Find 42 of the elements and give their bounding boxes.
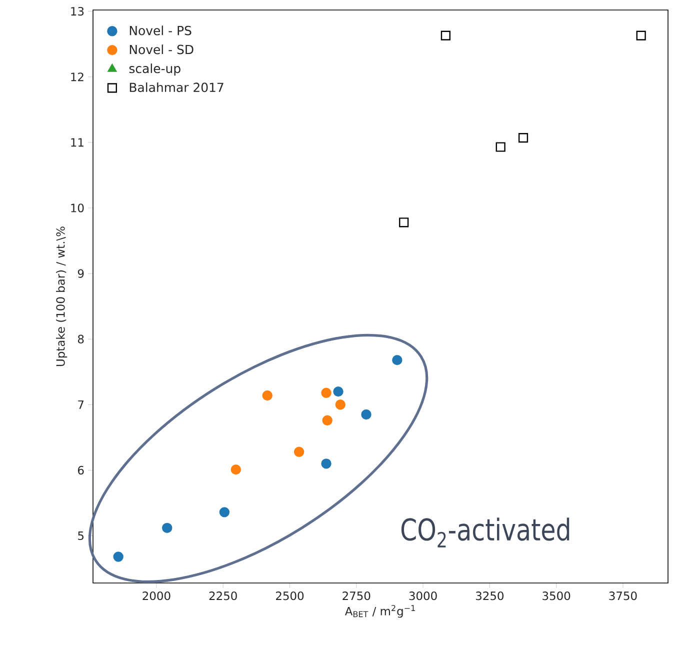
y-tick-label: 9 <box>78 269 84 278</box>
x-tick-label: 2500 <box>276 592 304 600</box>
point <box>322 415 332 426</box>
y-tick-label: 8 <box>78 334 84 344</box>
legend-label: Novel - PS <box>130 26 192 36</box>
y-axis-title: Uptake (100 bar) / wt.\% <box>56 226 68 366</box>
x-tick-label: 2250 <box>209 592 237 600</box>
legend-label: Novel - SD <box>130 44 194 54</box>
y-tick-label: 7 <box>78 400 84 409</box>
point <box>321 388 332 398</box>
point <box>496 142 506 152</box>
x-axis-title: A$_{BET}$ / m$^{2}$g$^{−1}$ <box>344 605 415 618</box>
y-tick-label: 13 <box>71 6 84 16</box>
x-tick-label: 3000 <box>409 592 437 600</box>
point <box>162 522 172 534</box>
y-tick-label: 5 <box>78 532 84 540</box>
point <box>321 458 332 469</box>
point <box>518 133 528 143</box>
point <box>333 386 344 397</box>
point <box>262 390 272 401</box>
y-tick-label: 10 <box>71 204 84 212</box>
point <box>219 507 230 518</box>
x-tick-label: 3500 <box>542 592 570 600</box>
point <box>230 464 241 475</box>
legend-label: Balahmar 2017 <box>130 82 224 92</box>
point <box>399 218 409 228</box>
x-tick-label: 3250 <box>476 592 504 600</box>
x-tick-label: 3750 <box>609 592 637 600</box>
y-tick-label: 12 <box>71 72 84 82</box>
y-tick-label: 11 <box>71 138 84 147</box>
y-tick-label: 6 <box>78 466 84 475</box>
point <box>440 30 450 40</box>
x-tick-label: 2000 <box>142 592 170 600</box>
legend-label: scale-up <box>129 64 180 76</box>
point <box>294 446 304 457</box>
point <box>113 552 124 562</box>
point <box>636 30 646 40</box>
annotation: CO$_{2}$-activated <box>401 518 570 548</box>
point <box>361 409 372 420</box>
point <box>392 354 402 366</box>
x-tick-label: 2750 <box>342 592 370 600</box>
point <box>335 400 346 410</box>
